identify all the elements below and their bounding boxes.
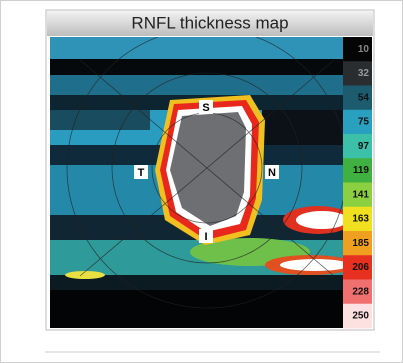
colorbar-label: 54 bbox=[358, 92, 370, 103]
colorbar-label: 141 bbox=[352, 189, 369, 200]
colorbar-label: 163 bbox=[352, 214, 369, 225]
thickness-map bbox=[50, 28, 355, 328]
inferior-label: I bbox=[204, 231, 207, 243]
colorbar-label: 75 bbox=[358, 117, 370, 128]
colorbar-label: 250 bbox=[352, 311, 369, 322]
colorbar: 10 32 54 75 97 119 141 163 185 206 228 250 bbox=[343, 37, 372, 329]
title: RNFL thickness map bbox=[131, 13, 288, 32]
colorbar-label: 185 bbox=[352, 238, 369, 249]
colorbar-label: 206 bbox=[352, 262, 369, 273]
page: RNFL thickness map S T N I bbox=[0, 0, 403, 363]
colorbar-label: 97 bbox=[358, 141, 370, 152]
temporal-label: T bbox=[138, 167, 145, 179]
nasal-label: N bbox=[268, 167, 276, 179]
colorbar-label: 32 bbox=[358, 68, 370, 79]
colorbar-label: 119 bbox=[353, 165, 370, 176]
colorbar-label: 10 bbox=[358, 44, 370, 55]
superior-label: S bbox=[202, 102, 209, 114]
colorbar-label: 228 bbox=[352, 286, 369, 297]
screenshot: RNFL thickness map S T N I bbox=[0, 0, 403, 363]
